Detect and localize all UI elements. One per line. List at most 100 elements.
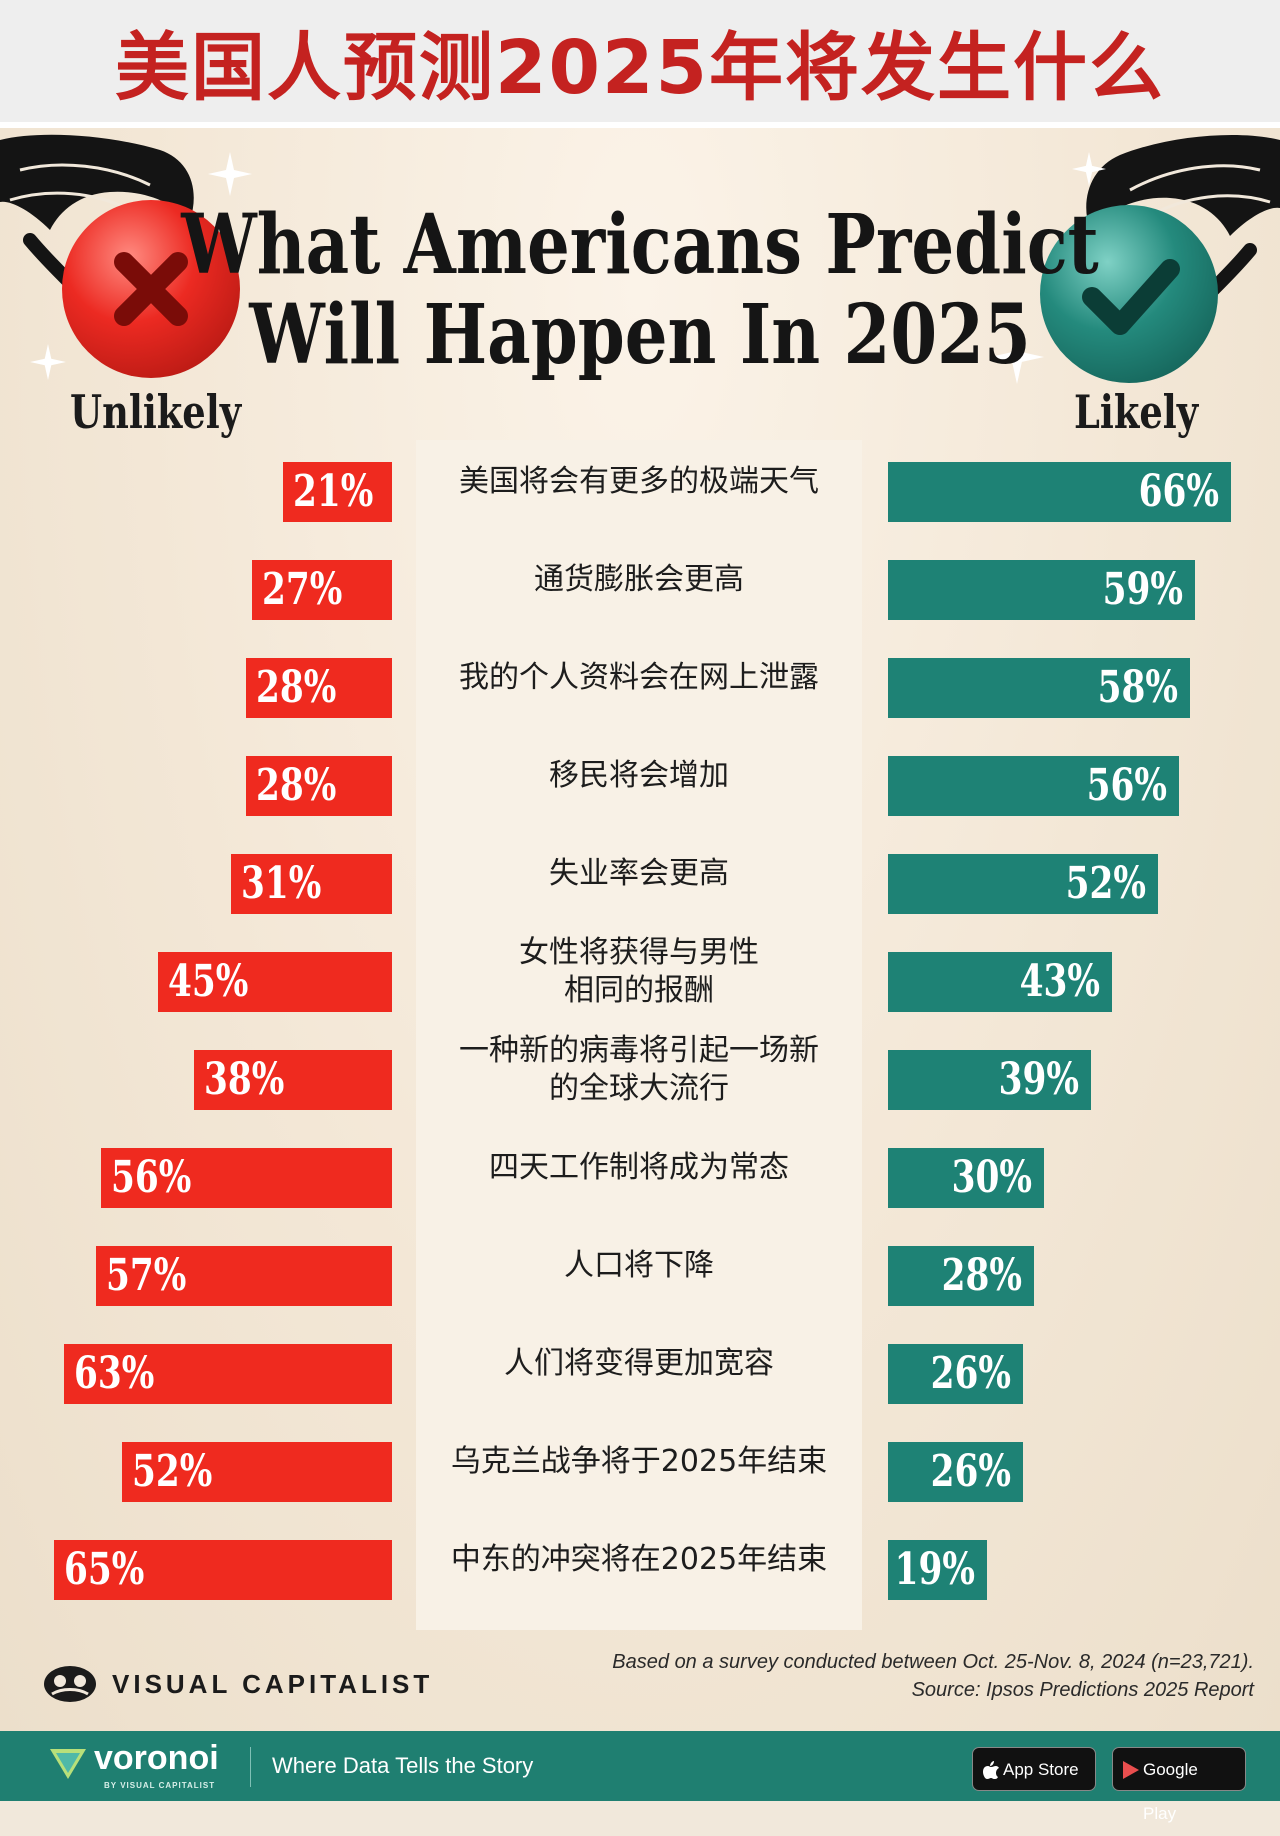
likely-value-label: 43%: [1019, 956, 1100, 1007]
footnote-survey-line: Based on a survey conducted between Oct.…: [612, 1651, 1254, 1673]
category-label: 我的个人资料会在网上泄露: [416, 659, 862, 697]
checkmark-icon: [1082, 259, 1180, 335]
category-label: 移民将会增加: [416, 757, 862, 795]
footer-bar: voronoi BY VISUAL CAPITALIST Where Data …: [0, 1731, 1280, 1823]
unlikely-value-label: 27%: [261, 564, 342, 615]
likely-value-label: 59%: [1102, 564, 1183, 615]
category-label-line: 人口将下降: [564, 1248, 714, 1283]
unlikely-value-label: 63%: [74, 1348, 155, 1399]
unlikely-bar: 52%: [121, 1442, 392, 1502]
likely-value-label: 30%: [951, 1152, 1032, 1203]
likely-bar: 28%: [888, 1246, 1034, 1306]
likely-bar: 66%: [888, 462, 1232, 522]
category-label-line: 失业率会更高: [549, 856, 729, 891]
voronoi-brand-sub: BY VISUAL CAPITALIST: [104, 1781, 216, 1790]
unlikely-bar: 28%: [246, 658, 392, 718]
unlikely-bar: 21%: [282, 462, 392, 522]
category-label-line: 相同的报酬: [564, 973, 714, 1008]
category-label-line: 女性将获得与男性: [519, 935, 759, 970]
likely-bar: 59%: [888, 560, 1195, 620]
likely-value-label: 26%: [930, 1446, 1012, 1497]
voronoi-brand[interactable]: voronoi: [94, 1739, 219, 1777]
likely-value-label: 56%: [1086, 760, 1168, 811]
unlikely-value-label: 45%: [168, 956, 249, 1007]
category-label-line: 美国将会有更多的极端天气: [459, 464, 819, 499]
unlikely-value-label: 31%: [240, 858, 322, 909]
sparkle-icon: [1072, 152, 1106, 186]
category-label-line: 一种新的病毒将引起一场新: [459, 1033, 819, 1068]
unlikely-value-label: 28%: [256, 760, 337, 811]
footer-tagline: Where Data Tells the Story: [272, 1753, 534, 1778]
unlikely-value-label: 28%: [256, 662, 337, 713]
category-label-line: 通货膨胀会更高: [534, 562, 744, 597]
likely-value-label: 58%: [1097, 662, 1178, 713]
category-label: 女性将获得与男性 相同的报酬: [416, 934, 862, 1010]
likely-value-label: 66%: [1138, 466, 1220, 517]
likely-value-label: 28%: [941, 1250, 1022, 1301]
apple-icon: [983, 1761, 999, 1779]
app-store-button[interactable]: App Store: [972, 1747, 1096, 1791]
unlikely-bar: 38%: [194, 1050, 392, 1110]
likely-value-label: 26%: [930, 1348, 1012, 1399]
google-play-label: Google Play: [1143, 1760, 1198, 1823]
unlikely-bar: 57%: [95, 1246, 392, 1306]
likely-label: Likely: [1074, 385, 1199, 439]
category-label: 四天工作制将成为常态: [416, 1149, 862, 1187]
category-label-line: 人们将变得更加宽容: [504, 1346, 774, 1381]
chart-title-line1: What Americans Predict: [181, 197, 1099, 293]
unlikely-bar: 28%: [246, 756, 392, 816]
likely-ball-icon: [1040, 205, 1218, 383]
footer-divider: [250, 1747, 251, 1787]
unlikely-bar: 31%: [230, 854, 392, 914]
sparkle-icon: [990, 330, 1044, 384]
likely-bar: 39%: [888, 1050, 1091, 1110]
footnote-source-line: Source: Ipsos Predictions 2025 Report: [911, 1679, 1254, 1701]
page-title: 美国人预测2025年将发生什么: [115, 24, 1165, 111]
app-store-label: App Store: [1003, 1760, 1079, 1779]
likely-bar: 58%: [888, 658, 1190, 718]
unlikely-bar: 27%: [251, 560, 392, 620]
unlikely-bar: 65%: [54, 1540, 392, 1600]
category-label-line: 乌克兰战争将于2025年结束: [450, 1444, 828, 1479]
unlikely-ball-icon: [62, 200, 240, 378]
likely-bar: 52%: [888, 854, 1159, 914]
survey-footnote: Based on a survey conducted between Oct.…: [612, 1648, 1254, 1704]
google-play-button[interactable]: Google Play: [1112, 1747, 1246, 1823]
category-panel: [416, 440, 862, 1630]
likely-bar: 56%: [888, 756, 1180, 816]
unlikely-value-label: 52%: [131, 1446, 212, 1497]
category-label-line: 我的个人资料会在网上泄露: [459, 660, 819, 695]
likely-value-label: 39%: [998, 1054, 1079, 1105]
unlikely-value-label: 57%: [105, 1250, 186, 1301]
chart-title-line2: Will Happen In 2025: [249, 287, 1031, 383]
sparkle-icon: [208, 152, 252, 196]
likely-bar: 30%: [888, 1148, 1044, 1208]
cross-icon: [114, 252, 188, 326]
category-label: 人们将变得更加宽容: [416, 1345, 862, 1383]
category-label: 失业率会更高: [416, 855, 862, 893]
unlikely-value-label: 21%: [292, 466, 374, 517]
unlikely-value-label: 65%: [64, 1544, 145, 1595]
category-label: 人口将下降: [416, 1247, 862, 1285]
visual-capitalist-logo: VISUAL CAPITALIST: [42, 1664, 433, 1704]
unlikely-bar: 63%: [64, 1344, 392, 1404]
category-label-line: 移民将会增加: [549, 758, 729, 793]
likely-value-label: 19%: [894, 1544, 975, 1595]
voronoi-logo-icon: [50, 1749, 86, 1779]
category-label-line: 四天工作制将成为常态: [489, 1150, 789, 1185]
category-label-line: 的全球大流行: [549, 1071, 729, 1106]
category-label: 一种新的病毒将引起一场新 的全球大流行: [416, 1032, 862, 1108]
category-label: 中东的冲突将在2025年结束: [416, 1541, 862, 1579]
unlikely-value-label: 56%: [110, 1152, 192, 1203]
category-label: 乌克兰战争将于2025年结束: [416, 1443, 862, 1481]
likely-bar: 26%: [888, 1442, 1024, 1502]
unlikely-bar: 45%: [158, 952, 392, 1012]
category-label-line: 中东的冲突将在2025年结束: [450, 1542, 828, 1577]
likely-bar: 19%: [888, 1540, 987, 1600]
likely-bar: 26%: [888, 1344, 1024, 1404]
likely-value-label: 52%: [1066, 858, 1147, 909]
unlikely-label: Unlikely: [70, 385, 242, 439]
play-store-icon: [1123, 1761, 1139, 1779]
logo-text: VISUAL CAPITALIST: [112, 1668, 434, 1699]
likely-bar: 43%: [888, 952, 1112, 1012]
